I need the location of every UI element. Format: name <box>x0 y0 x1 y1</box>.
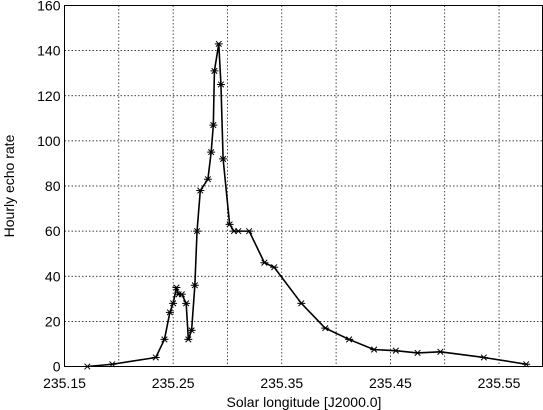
y-tick-label: 0 <box>53 359 61 375</box>
data-point <box>225 221 234 228</box>
data-point <box>391 347 400 354</box>
y-tick-label: 160 <box>37 0 61 14</box>
x-tick-label: 235.25 <box>152 375 195 391</box>
data-point <box>193 227 202 235</box>
y-tick-label: 60 <box>45 223 61 239</box>
x-tick-label: 235.45 <box>369 375 412 391</box>
y-tick-label: 80 <box>45 178 61 194</box>
y-tick-label: 20 <box>45 313 61 329</box>
grid <box>64 5 543 367</box>
y-tick-label: 120 <box>37 88 61 104</box>
data-point <box>172 284 181 291</box>
y-tick-label: 100 <box>37 133 61 149</box>
y-tick-label: 140 <box>37 43 61 59</box>
data-point <box>219 155 228 163</box>
data-point <box>184 336 193 343</box>
data-point <box>321 324 330 332</box>
data-point <box>479 354 488 361</box>
data-point <box>345 336 354 343</box>
x-tick-label: 235.15 <box>43 375 86 391</box>
data-point <box>297 300 306 307</box>
data-point <box>182 300 191 307</box>
data-point <box>165 309 174 316</box>
x-tick-label: 235.35 <box>260 375 303 391</box>
data-point <box>214 40 223 48</box>
x-axis-label: Solar longitude [J2000.0] <box>227 394 382 410</box>
y-tick-label: 40 <box>45 268 61 284</box>
data-point <box>270 264 279 271</box>
data-point <box>210 67 219 75</box>
data-point <box>245 227 254 235</box>
data-point <box>169 300 178 307</box>
y-axis-label: Hourly echo rate <box>1 134 17 237</box>
series-line <box>87 43 527 368</box>
data-point <box>108 361 117 368</box>
data-point <box>207 149 216 156</box>
data-point <box>413 349 422 357</box>
data-point <box>151 354 160 361</box>
data-point <box>234 227 243 235</box>
data-point <box>522 361 531 368</box>
data-point <box>216 81 225 88</box>
data-point <box>370 346 379 353</box>
data-point <box>187 327 196 334</box>
data-point <box>160 336 169 343</box>
data-point <box>209 121 218 129</box>
series <box>83 40 531 370</box>
data-point <box>196 187 205 194</box>
y-tick-labels: 0 20 40 60 80 100 120 140 160 <box>37 0 61 375</box>
data-point <box>83 363 92 370</box>
data-point <box>190 282 199 289</box>
data-point <box>436 348 445 355</box>
x-tick-label: 235.55 <box>478 375 521 391</box>
data-point <box>177 291 186 298</box>
x-tick-labels: 235.15 235.25 235.35 235.45 235.55 <box>43 375 521 391</box>
data-point <box>203 176 212 183</box>
data-point <box>260 259 269 266</box>
